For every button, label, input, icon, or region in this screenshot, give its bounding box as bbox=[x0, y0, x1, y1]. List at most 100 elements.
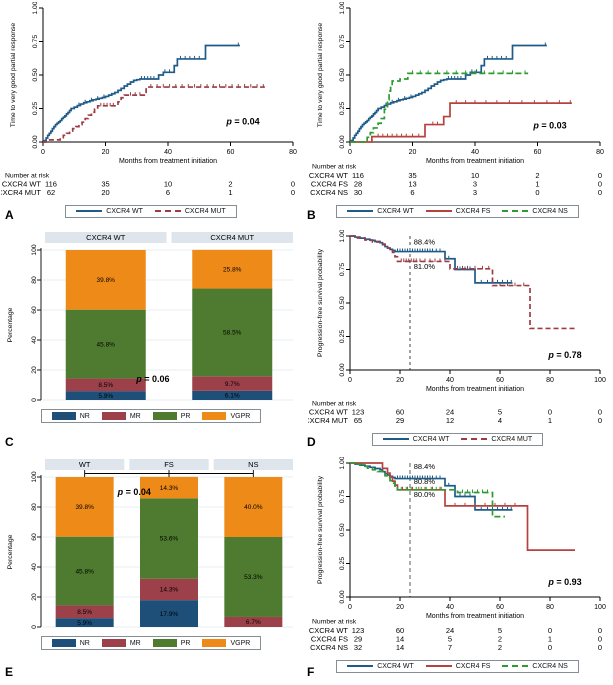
legend-box: CXCR4 WT CXCR4 FS CXCR4 NS bbox=[336, 659, 579, 673]
km-curve bbox=[43, 44, 240, 143]
y-tick-label: 0.25 bbox=[32, 102, 39, 115]
bar-segment-mr bbox=[55, 605, 114, 619]
bar-segment-vgpr bbox=[140, 476, 198, 499]
x-tick-label: 80 bbox=[546, 377, 554, 384]
y-tick-label: 0.00 bbox=[32, 135, 39, 148]
legend-box: NR MR PR VGPR bbox=[40, 636, 262, 650]
bar-segment-label: 45.8% bbox=[97, 341, 116, 348]
bar-segment-label: 8.5% bbox=[77, 609, 92, 616]
legend-label: CXCR4 MUT bbox=[184, 207, 226, 215]
risk-count: 6 bbox=[166, 188, 170, 197]
risk-table-title: Number at risk bbox=[312, 164, 357, 171]
legend-label: CXCR4 WT bbox=[377, 207, 414, 215]
x-tick-label: 0 bbox=[348, 149, 352, 156]
bar-segment-vgpr bbox=[55, 477, 114, 537]
bar-segment-label: 14.3% bbox=[160, 587, 179, 594]
p-value-label: p = 0.04 bbox=[117, 487, 151, 497]
risk-count: 5 bbox=[497, 407, 501, 416]
risk-count: 0 bbox=[291, 179, 295, 188]
legend-label: PR bbox=[180, 412, 191, 420]
risk-row-label: CXCR4 WT bbox=[308, 407, 348, 416]
bar-segment-mr bbox=[140, 578, 198, 601]
x-tick-label: 20 bbox=[408, 149, 416, 156]
y-tick-label: 0.00 bbox=[339, 590, 346, 603]
bar-segment-label: 25.8% bbox=[223, 266, 242, 273]
color-swatch bbox=[152, 412, 177, 420]
risk-table-title: Number at risk bbox=[5, 172, 50, 179]
y-axis-label: Progression-free survival probability bbox=[317, 475, 324, 584]
x-tick-label: 40 bbox=[471, 149, 479, 156]
y-tick-label: 0.75 bbox=[339, 35, 346, 48]
bar-segment-nr bbox=[192, 390, 273, 400]
risk-count: 20 bbox=[101, 188, 109, 197]
survival-annotation: 80.8% bbox=[413, 477, 435, 486]
y-tick-label: 100 bbox=[31, 244, 38, 256]
legend-label: CXCR4 WT bbox=[412, 435, 450, 443]
y-tick-label: 0.50 bbox=[32, 68, 39, 81]
bar-segment-label: 9.7% bbox=[225, 381, 240, 388]
km-curve bbox=[349, 102, 572, 143]
bar-segment-label: 8.5% bbox=[98, 382, 113, 389]
risk-count: 12 bbox=[445, 416, 453, 425]
y-tick-label: 0.25 bbox=[339, 557, 346, 570]
x-tick-label: 20 bbox=[396, 377, 404, 384]
y-tick-label: 0.75 bbox=[339, 490, 346, 503]
risk-row-label: CXCR4 NS bbox=[310, 643, 348, 652]
risk-count: 123 bbox=[351, 626, 364, 635]
panel-E-letter: E bbox=[5, 665, 14, 679]
risk-count: 0 bbox=[597, 171, 601, 180]
km-curve bbox=[349, 462, 512, 511]
bar-segment-pr bbox=[140, 498, 198, 579]
bar-segment-label: 17.9% bbox=[160, 611, 179, 618]
legend-item: NR bbox=[51, 412, 90, 420]
risk-count: 0 bbox=[547, 643, 551, 652]
bar-segment-label: 39.8% bbox=[97, 277, 116, 284]
facet-strip bbox=[129, 459, 209, 470]
line-swatch bbox=[76, 210, 103, 212]
x-axis-label: Months from treatment initiation bbox=[425, 158, 523, 165]
y-tick-label: 40 bbox=[31, 563, 38, 571]
panel-F-letter: F bbox=[307, 665, 315, 679]
panel-D: 0.00 0.25 0.50 0.75 1.00 Progression-free sur… bbox=[302, 228, 613, 455]
x-tick-label: 0 bbox=[348, 377, 352, 384]
color-swatch bbox=[202, 412, 227, 420]
risk-count: 65 bbox=[353, 416, 361, 425]
legend-label: PR bbox=[180, 639, 191, 647]
y-tick-label: 0.50 bbox=[339, 68, 346, 81]
risk-count: 0 bbox=[597, 188, 601, 197]
y-axis-label: Time to very good partial response bbox=[317, 23, 324, 128]
p-value-label: p = 0.06 bbox=[135, 374, 169, 384]
risk-count: 13 bbox=[408, 179, 416, 188]
risk-count: 116 bbox=[45, 179, 57, 188]
risk-count: 0 bbox=[597, 634, 601, 643]
risk-count: 0 bbox=[597, 179, 601, 188]
bar-segment-nr bbox=[65, 391, 146, 400]
x-tick-label: 60 bbox=[496, 377, 504, 384]
km-curve bbox=[349, 72, 528, 143]
y-axis-label: Percentage bbox=[7, 307, 14, 342]
risk-count: 35 bbox=[101, 179, 109, 188]
y-tick-label: 1.00 bbox=[339, 457, 346, 470]
risk-count: 29 bbox=[353, 634, 361, 643]
p-value-label: p = 0.78 bbox=[547, 350, 581, 360]
panel-D-letter: D bbox=[307, 435, 316, 449]
y-tick-label: 60 bbox=[31, 306, 38, 314]
bar-segment-mr bbox=[224, 616, 283, 627]
x-tick-label: 40 bbox=[446, 377, 454, 384]
y-tick-label: 1.00 bbox=[339, 2, 346, 15]
color-swatch bbox=[51, 412, 76, 420]
legend-label: VGPR bbox=[230, 639, 251, 647]
bar-segment-pr bbox=[224, 537, 283, 617]
legend-item: PR bbox=[152, 639, 191, 647]
x-tick-label: 100 bbox=[594, 604, 606, 611]
color-swatch bbox=[101, 639, 126, 647]
bar-segment-label: 53.6% bbox=[160, 536, 179, 543]
legend-label: CXCR4 NS bbox=[532, 662, 568, 670]
legend-label: NR bbox=[79, 412, 90, 420]
risk-count: 1 bbox=[547, 416, 551, 425]
risk-count: 2 bbox=[535, 171, 539, 180]
risk-count: 10 bbox=[164, 179, 172, 188]
legend-label: MR bbox=[129, 412, 141, 420]
risk-count: 29 bbox=[395, 416, 403, 425]
y-tick-label: 0.25 bbox=[339, 102, 346, 115]
